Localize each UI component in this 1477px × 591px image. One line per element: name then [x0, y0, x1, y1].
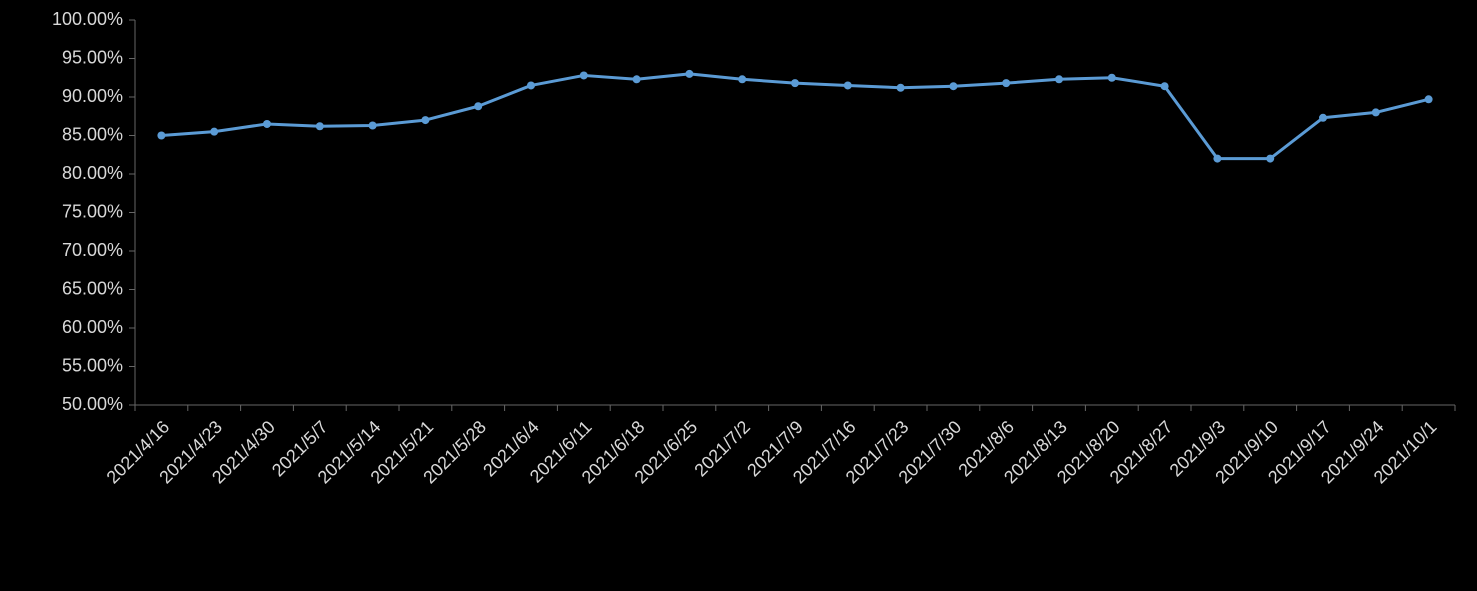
y-tick-label: 50.00% [62, 394, 123, 414]
series-marker [1266, 155, 1274, 163]
y-tick-label: 70.00% [62, 240, 123, 260]
y-tick-label: 100.00% [52, 9, 123, 29]
line-chart: 50.00% 55.00% 60.00% 65.00% 70.00% 75.00% 80.0… [0, 0, 1477, 591]
series-marker [1055, 75, 1063, 83]
y-tick-label: 85.00% [62, 124, 123, 144]
chart-svg: 50.00% 55.00% 60.00% 65.00% 70.00% 75.00% 80.0… [0, 0, 1477, 591]
series-marker [263, 120, 271, 128]
y-tick-label: 75.00% [62, 201, 123, 221]
series-marker [949, 82, 957, 90]
series-marker [1161, 82, 1169, 90]
series-marker [421, 116, 429, 124]
series-marker [157, 132, 165, 140]
series-marker [527, 81, 535, 89]
series-marker [738, 75, 746, 83]
chart-background [0, 0, 1477, 591]
series-marker [897, 84, 905, 92]
y-tick-label: 65.00% [62, 278, 123, 298]
series-marker [1108, 74, 1116, 82]
series-marker [844, 81, 852, 89]
series-marker [369, 121, 377, 129]
series-marker [685, 70, 693, 78]
series-marker [210, 128, 218, 136]
series-marker [580, 71, 588, 79]
series-marker [474, 102, 482, 110]
series-marker [316, 122, 324, 130]
series-marker [1213, 155, 1221, 163]
series-marker [633, 75, 641, 83]
y-tick-label: 95.00% [62, 47, 123, 67]
y-tick-label: 60.00% [62, 317, 123, 337]
y-tick-label: 55.00% [62, 355, 123, 375]
series-marker [1319, 114, 1327, 122]
series-marker [1002, 79, 1010, 87]
series-marker [791, 79, 799, 87]
y-tick-label: 80.00% [62, 163, 123, 183]
y-tick-label: 90.00% [62, 86, 123, 106]
series-marker [1425, 95, 1433, 103]
series-marker [1372, 108, 1380, 116]
